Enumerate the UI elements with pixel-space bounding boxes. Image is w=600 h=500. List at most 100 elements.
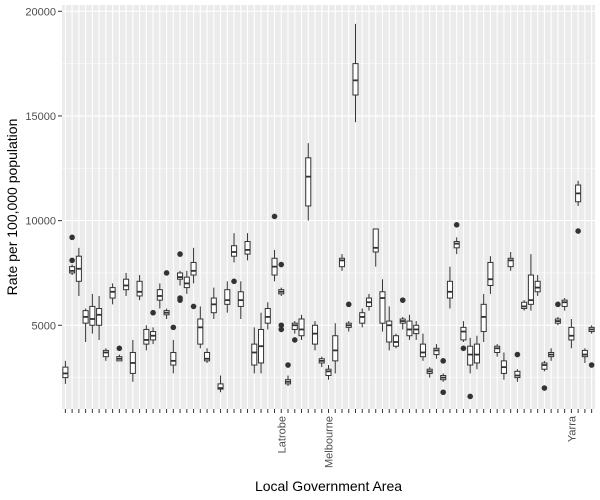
- box-body: [406, 320, 413, 337]
- box-outlier: [231, 278, 237, 285]
- box-body: [109, 287, 116, 299]
- box-outlier: [170, 324, 177, 331]
- x-tick-label: Yarra: [566, 415, 578, 442]
- box-outlier: [467, 393, 473, 400]
- box-group: [271, 213, 278, 282]
- box-group: [548, 348, 555, 361]
- y-axis-title: Rate per 100,000 population: [4, 119, 20, 296]
- box-outlier: [285, 362, 291, 368]
- box-group: [278, 261, 285, 333]
- box-outlier: [588, 362, 595, 368]
- box-group: [210, 287, 217, 319]
- box-group: [305, 143, 312, 221]
- box-body: [102, 349, 109, 358]
- box-body: [521, 301, 528, 310]
- box-body: [305, 157, 312, 207]
- box-group: [129, 339, 136, 382]
- box-group: [338, 254, 346, 271]
- box-body: [446, 280, 453, 299]
- box-body: [217, 383, 224, 390]
- grid-lines: [62, 5, 595, 409]
- box-body: [460, 326, 467, 341]
- box-group: [541, 360, 548, 391]
- box-group: [379, 279, 386, 332]
- box-group: [231, 233, 238, 285]
- box-outlier: [177, 251, 183, 257]
- box-group: [163, 270, 170, 319]
- box-group: [123, 272, 130, 296]
- box-group: [224, 281, 231, 313]
- box-group: [332, 323, 339, 374]
- box-body: [527, 274, 534, 305]
- box-group: [82, 308, 89, 343]
- box-body: [372, 228, 379, 253]
- box-group: [291, 321, 298, 343]
- box-group: [96, 295, 103, 340]
- box-body: [392, 335, 399, 347]
- box-outlier: [69, 234, 75, 241]
- box-body: [311, 324, 319, 345]
- box-group: [150, 309, 157, 345]
- box-outlier: [278, 326, 285, 333]
- box-body: [156, 289, 163, 301]
- box-group: [244, 233, 251, 261]
- box-group: [311, 321, 319, 351]
- box-outlier: [150, 309, 156, 316]
- box-outlier: [69, 257, 75, 264]
- box-group: [372, 228, 379, 267]
- box-body: [143, 328, 150, 345]
- box-group: [426, 367, 433, 378]
- y-tick-label: 5000: [32, 320, 56, 332]
- y-axis: 5000 10000 15000 20000: [25, 6, 62, 332]
- box-group: [534, 275, 541, 296]
- box-group: [170, 324, 177, 374]
- box-body: [338, 257, 346, 268]
- box-body: [467, 345, 474, 366]
- box-body: [568, 326, 575, 341]
- box-body: [473, 343, 480, 364]
- x-tick-label: Melbourne: [324, 416, 336, 468]
- box-outlier: [555, 301, 561, 308]
- box-group: [521, 300, 528, 311]
- box-body: [291, 322, 298, 330]
- box-group: [473, 335, 480, 370]
- box-group: [217, 375, 224, 393]
- box-outlier: [575, 228, 581, 234]
- box-body: [204, 351, 211, 362]
- box-group: [392, 333, 399, 349]
- box-outlier: [116, 345, 123, 352]
- box-body: [237, 291, 244, 307]
- box-group: [177, 251, 184, 303]
- box-outlier: [163, 270, 170, 276]
- box-group: [183, 270, 190, 294]
- box-body: [379, 291, 386, 324]
- box-body: [332, 335, 339, 362]
- box-group: [136, 275, 143, 301]
- box-group: [116, 345, 123, 362]
- box-group: [581, 348, 588, 363]
- box-group: [399, 297, 406, 330]
- box-outlier: [440, 358, 446, 364]
- box-body: [581, 349, 588, 358]
- box-body: [183, 276, 190, 289]
- box-group: [460, 321, 467, 352]
- box-body: [433, 347, 440, 356]
- box-group: [588, 325, 595, 368]
- box-group: [62, 360, 69, 384]
- box-group: [345, 301, 352, 332]
- box-outlier: [399, 297, 406, 303]
- box-body: [494, 345, 501, 353]
- box-group: [237, 281, 244, 319]
- box-group: [75, 247, 82, 296]
- box-body: [514, 370, 521, 379]
- box-body: [386, 320, 393, 343]
- box-body: [177, 272, 184, 280]
- box-group: [507, 252, 514, 271]
- box-body: [352, 63, 359, 96]
- box-group: [440, 358, 447, 396]
- box-group: [258, 312, 265, 374]
- y-tick-label: 15000: [25, 111, 56, 123]
- box-outlier: [460, 345, 467, 352]
- box-group: [69, 234, 76, 276]
